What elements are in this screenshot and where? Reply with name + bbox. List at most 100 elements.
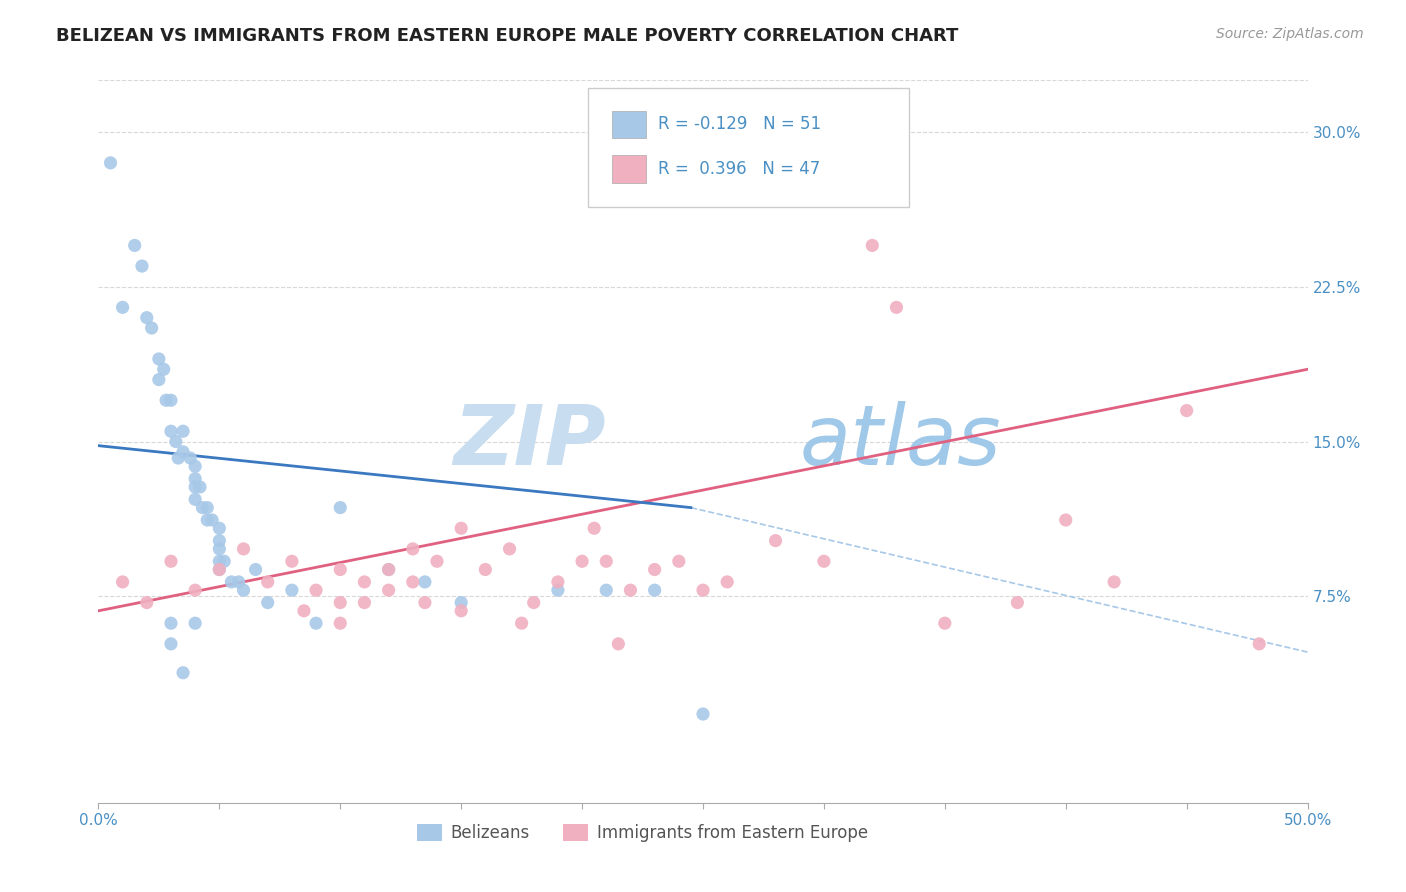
Point xyxy=(232,583,254,598)
Point xyxy=(595,554,617,568)
Point xyxy=(765,533,787,548)
Point xyxy=(692,583,714,598)
Point xyxy=(860,238,883,252)
Point xyxy=(135,596,157,610)
Point xyxy=(184,616,207,631)
Point xyxy=(510,616,533,631)
Point xyxy=(523,596,546,610)
Point xyxy=(716,574,738,589)
Point xyxy=(692,706,714,721)
FancyBboxPatch shape xyxy=(613,155,647,183)
Point xyxy=(607,637,630,651)
Point xyxy=(184,492,207,507)
Point xyxy=(450,596,472,610)
Point xyxy=(1054,513,1077,527)
Text: atlas: atlas xyxy=(800,401,1001,482)
Point xyxy=(208,521,231,535)
Point xyxy=(195,513,218,527)
Text: ZIP: ZIP xyxy=(454,401,606,482)
Point xyxy=(571,554,593,568)
Point xyxy=(305,616,328,631)
Text: R =  0.396   N = 47: R = 0.396 N = 47 xyxy=(658,161,821,178)
Point xyxy=(256,574,278,589)
Legend: Belizeans, Immigrants from Eastern Europe: Belizeans, Immigrants from Eastern Europ… xyxy=(411,817,875,848)
Point xyxy=(292,604,315,618)
Point xyxy=(474,562,496,576)
Point xyxy=(281,554,304,568)
Point xyxy=(305,583,328,598)
Point xyxy=(172,445,194,459)
Point xyxy=(595,583,617,598)
Point xyxy=(413,574,436,589)
Point xyxy=(281,583,304,598)
Point xyxy=(111,574,134,589)
Point xyxy=(160,616,183,631)
Text: R = -0.129   N = 51: R = -0.129 N = 51 xyxy=(658,115,821,133)
Point xyxy=(256,596,278,610)
Point xyxy=(191,500,214,515)
Point xyxy=(232,541,254,556)
Point xyxy=(619,583,641,598)
Point xyxy=(148,373,170,387)
Point xyxy=(426,554,449,568)
Point xyxy=(353,596,375,610)
Point xyxy=(450,521,472,535)
Point xyxy=(148,351,170,366)
Point xyxy=(644,562,666,576)
FancyBboxPatch shape xyxy=(588,87,908,207)
Point xyxy=(813,554,835,568)
Point xyxy=(1175,403,1198,417)
Text: BELIZEAN VS IMMIGRANTS FROM EASTERN EUROPE MALE POVERTY CORRELATION CHART: BELIZEAN VS IMMIGRANTS FROM EASTERN EURO… xyxy=(56,27,959,45)
Point xyxy=(1102,574,1125,589)
Point xyxy=(208,562,231,576)
Point xyxy=(498,541,520,556)
FancyBboxPatch shape xyxy=(613,111,647,138)
Point xyxy=(111,301,134,315)
Point xyxy=(131,259,153,273)
Point xyxy=(413,596,436,610)
Point xyxy=(179,451,201,466)
Point xyxy=(160,424,183,438)
Point xyxy=(402,541,425,556)
Point xyxy=(201,513,224,527)
Point xyxy=(208,533,231,548)
Point xyxy=(1249,637,1271,651)
Point xyxy=(450,604,472,618)
Point xyxy=(353,574,375,589)
Point xyxy=(184,459,207,474)
Point xyxy=(155,393,177,408)
Point xyxy=(141,321,163,335)
Point xyxy=(583,521,606,535)
Point xyxy=(184,480,207,494)
Point xyxy=(644,583,666,598)
Point xyxy=(886,301,908,315)
Point xyxy=(402,574,425,589)
Point xyxy=(167,451,190,466)
Point xyxy=(228,574,250,589)
Point xyxy=(377,562,399,576)
Point xyxy=(195,500,218,515)
Point xyxy=(100,156,122,170)
Point xyxy=(135,310,157,325)
Point xyxy=(329,562,352,576)
Point xyxy=(212,554,235,568)
Point xyxy=(184,472,207,486)
Point xyxy=(160,554,183,568)
Point xyxy=(124,238,146,252)
Point xyxy=(329,500,352,515)
Text: Source: ZipAtlas.com: Source: ZipAtlas.com xyxy=(1216,27,1364,41)
Point xyxy=(329,596,352,610)
Point xyxy=(208,541,231,556)
Point xyxy=(152,362,174,376)
Point xyxy=(245,562,267,576)
Point xyxy=(547,583,569,598)
Point xyxy=(160,393,183,408)
Point xyxy=(165,434,187,449)
Point xyxy=(221,574,243,589)
Point xyxy=(184,583,207,598)
Point xyxy=(329,616,352,631)
Point xyxy=(172,665,194,680)
Point xyxy=(208,562,231,576)
Point xyxy=(172,424,194,438)
Point xyxy=(208,554,231,568)
